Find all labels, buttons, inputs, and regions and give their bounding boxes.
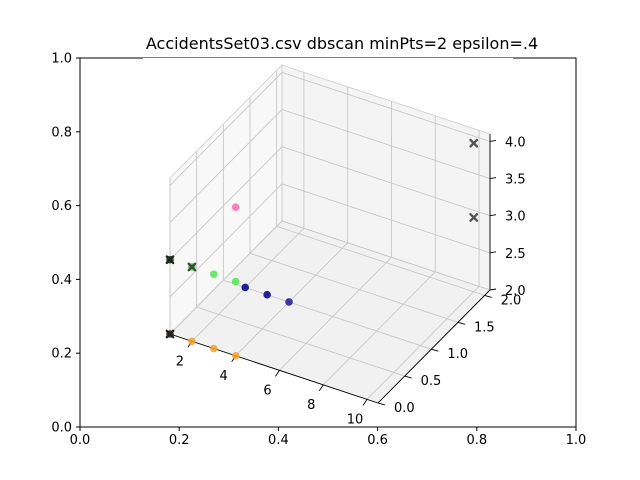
outer-y-tick-label: 0.8 — [51, 125, 72, 140]
y-axis-3d-tick-label: 1.5 — [474, 320, 495, 335]
y-axis-3d-tick-label: 0.0 — [394, 401, 415, 416]
grid-line — [169, 72, 283, 186]
grid-line — [169, 183, 283, 298]
z-axis-3d-tick-mark — [489, 177, 497, 180]
y-axis-3d-tick-mark — [404, 375, 412, 379]
grid-line — [281, 72, 491, 142]
y-axis-3d-tick-mark — [431, 348, 439, 352]
grid-line — [169, 220, 283, 335]
z-axis-3d-tick-label: 4.0 — [505, 135, 526, 150]
grid-line — [169, 109, 283, 223]
chart-title: AccidentsSet03.csv dbscan minPts=2 epsil… — [146, 34, 538, 53]
x-axis-3d-tick-mark — [275, 370, 280, 377]
outer-y-tick-label: 0.0 — [51, 421, 72, 436]
outer-x-tick-label: 0.6 — [367, 433, 388, 448]
y-axis-3d-ticks: 0.0 0.5 1.0 1.5 2.0 — [377, 293, 522, 416]
grid-line — [249, 252, 459, 323]
outer-y-tick-label: 1.0 — [51, 52, 72, 67]
scatter-point-x — [469, 213, 479, 222]
grid-3d — [169, 70, 491, 404]
scatter-point — [285, 298, 293, 306]
outer-y-tick-label: 0.6 — [51, 199, 72, 214]
x-axis-3d-tick-label: 6 — [263, 383, 271, 398]
scatter-points — [165, 138, 479, 360]
grid-line — [196, 306, 405, 377]
grid-line — [281, 220, 491, 291]
scatter-point — [209, 344, 218, 353]
x-axis-3d-tick-label: 4 — [220, 369, 228, 384]
y-axis-3d-tick-label: 0.5 — [421, 374, 442, 389]
scatter-point — [231, 277, 240, 286]
grid-line — [281, 146, 491, 217]
outer-x-ticks: 0.0 0.2 0.4 0.6 0.8 1.0 — [70, 427, 587, 448]
z-axis-3d-tick-mark — [489, 288, 497, 291]
scatter-point — [231, 351, 240, 360]
x-axis-3d-tick-label: 8 — [307, 398, 315, 413]
grid-line — [281, 183, 491, 254]
grid-line — [169, 146, 283, 261]
grid-line — [279, 256, 392, 371]
y-axis-3d-tick-label: 1.0 — [447, 347, 468, 362]
grid-line — [322, 271, 436, 386]
scatter-point-x — [187, 262, 197, 272]
outer-x-tick-label: 0.8 — [466, 433, 487, 448]
y-axis-3d-tick-mark — [377, 402, 386, 406]
outer-y-tick-label: 0.4 — [51, 273, 72, 288]
scatter-point — [209, 270, 218, 279]
scatter-point — [231, 203, 240, 212]
scatter-point-x — [165, 255, 175, 265]
scatter-point — [188, 337, 196, 346]
scatter-point-x — [165, 329, 175, 339]
z-axis-3d-tick-label: 3.5 — [505, 173, 526, 188]
x-axis-3d-ticks: 2 4 6 8 10 — [176, 341, 368, 427]
title-backdrop — [143, 58, 513, 62]
x-axis-3d-tick-mark — [362, 399, 368, 406]
grid-line — [276, 225, 485, 296]
scatter-point — [263, 290, 271, 299]
z-axis-3d-tick-mark — [489, 251, 497, 254]
axis-lines-3d — [169, 134, 491, 404]
grid-line — [281, 109, 491, 179]
x-axis-3d-tick-label: 10 — [347, 412, 364, 427]
outer-y-ticks: 0.0 0.2 0.4 0.6 0.8 1.0 — [51, 52, 80, 436]
z-axis-3d-tick-mark — [489, 214, 497, 217]
x-axis-3d-tick-label: 2 — [176, 354, 184, 369]
axes-3d: 2 4 6 8 10 0.0 0.5 1.0 1.5 2.0 2.0 2.5 3.0 3.5 4.0 — [143, 58, 526, 427]
outer-x-tick-label: 0.2 — [169, 433, 190, 448]
y-axis-3d-line — [377, 289, 491, 404]
scatter-point-x — [469, 138, 479, 148]
z-axis-3d-ticks: 2.0 2.5 3.0 3.5 4.0 — [489, 135, 526, 299]
scatter-point — [241, 283, 250, 292]
z-axis-3d-tick-mark — [489, 139, 497, 142]
outer-x-tick-label: 1.0 — [566, 433, 587, 448]
y-axis-3d-tick-label: 2.0 — [501, 293, 522, 308]
outer-x-tick-label: 0.0 — [70, 433, 91, 448]
y-axis-3d-tick-mark — [457, 321, 466, 325]
x-axis-3d-line — [169, 333, 379, 404]
x-axis-3d-tick-mark — [318, 384, 324, 392]
y-axis-3d-tick-mark — [484, 294, 492, 298]
z-axis-3d-tick-label: 3.0 — [505, 210, 526, 225]
z-axis-3d-tick-label: 2.5 — [505, 247, 526, 262]
grid-line — [223, 279, 432, 350]
outer-y-tick-label: 0.2 — [51, 347, 72, 362]
grid-line — [366, 286, 480, 400]
outer-x-tick-label: 0.4 — [268, 433, 289, 448]
z-axis-3d-tick-label: 2.0 — [505, 284, 526, 299]
